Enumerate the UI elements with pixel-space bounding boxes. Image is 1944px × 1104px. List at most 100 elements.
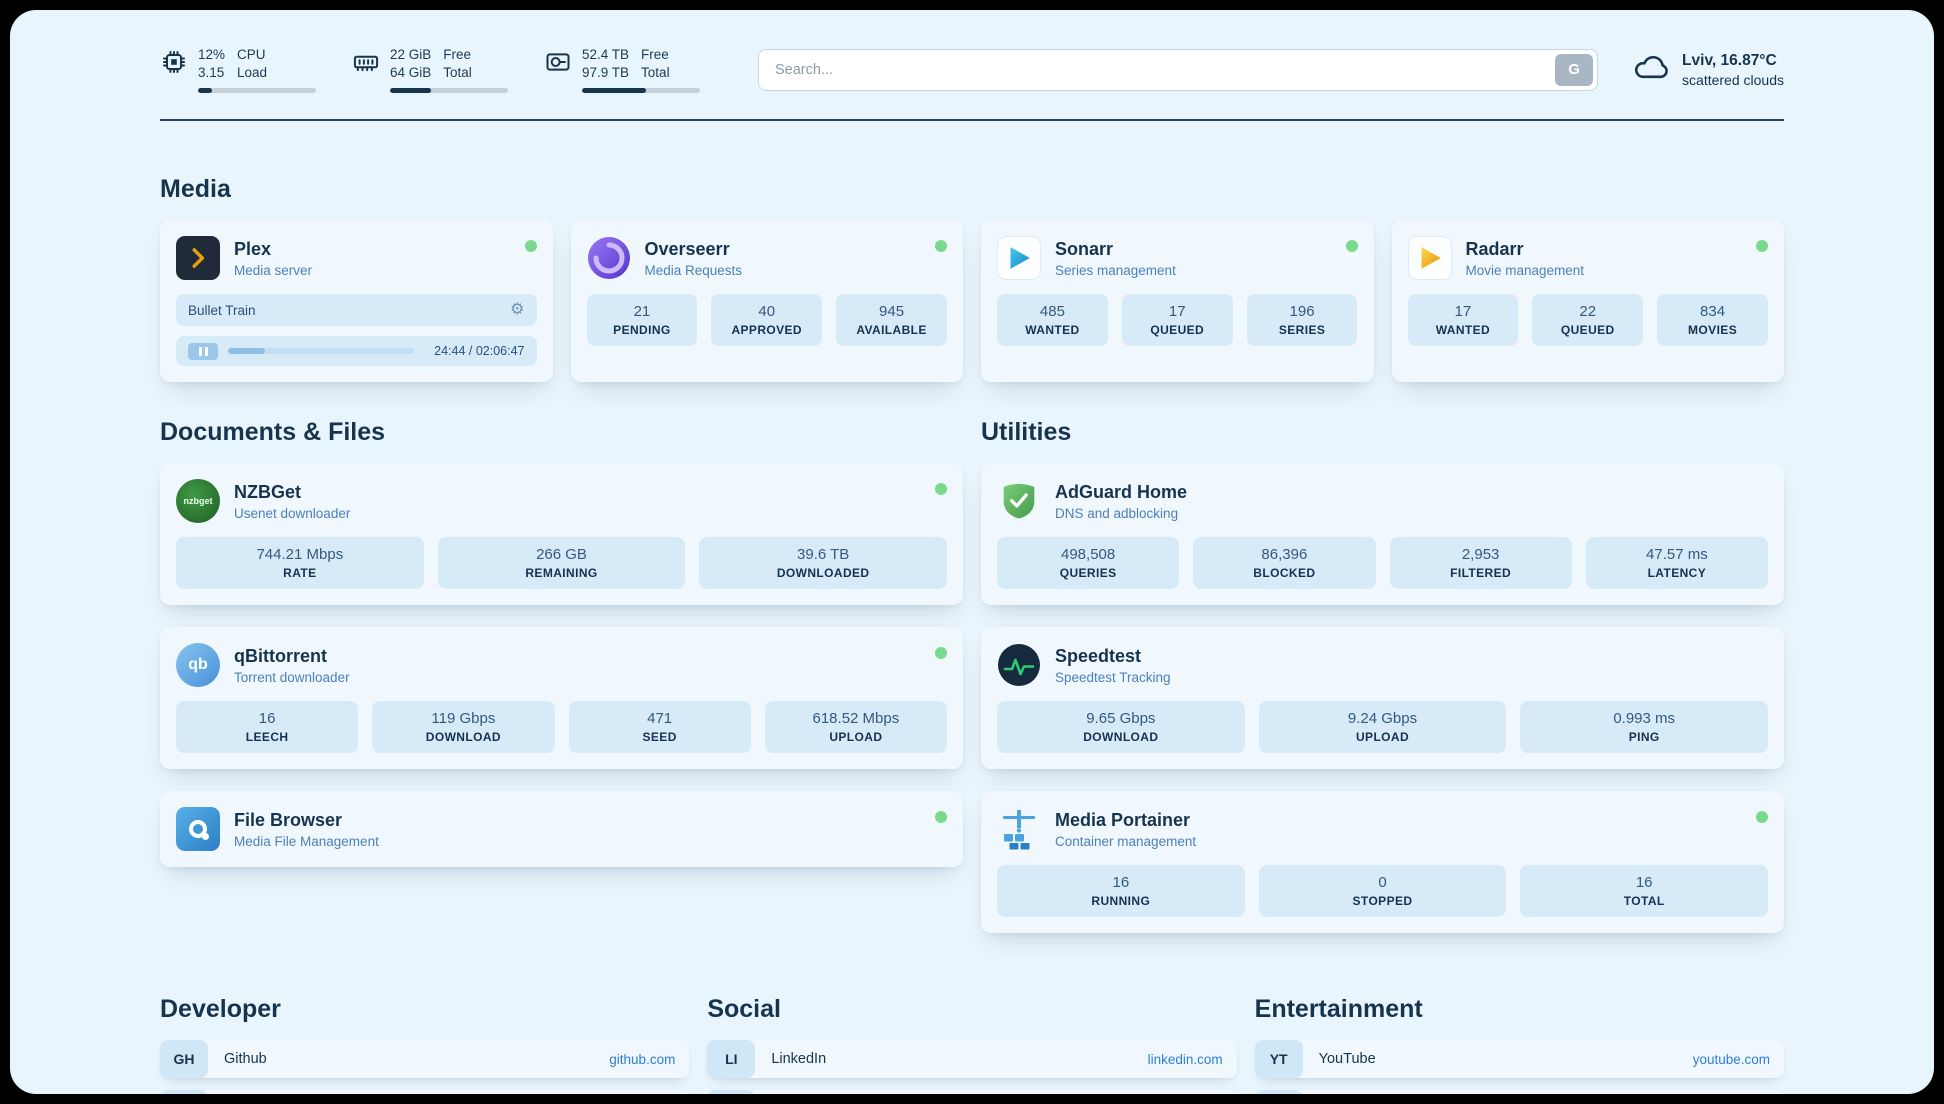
- playback-progress-bar[interactable]: [228, 348, 415, 355]
- stat-label: WANTED: [1435, 323, 1491, 338]
- disk-usage-bar: [582, 88, 700, 94]
- section-title-developer: Developer: [160, 995, 281, 1024]
- bookmark-abbr: LI: [707, 1040, 756, 1079]
- stat-label: MOVIES: [1688, 323, 1738, 338]
- app-subtitle: Movie management: [1465, 262, 1585, 278]
- stat-label: LEECH: [245, 730, 289, 745]
- status-dot: [1756, 811, 1768, 824]
- section-documents: Documents & Files nzbget NZBGet Usenet d…: [160, 418, 963, 868]
- stat-label: SEED: [642, 730, 677, 745]
- stat-value: 22: [1579, 303, 1597, 321]
- bookmark-abbr: YT: [1254, 1040, 1303, 1079]
- app-card-overseerr[interactable]: Overseerr Media Requests 21 PENDING 40 A…: [570, 220, 963, 383]
- stat-label: BLOCKED: [1253, 566, 1316, 581]
- app-card-radarr[interactable]: Radarr Movie management 17 WANTED 22 QUE…: [1391, 220, 1784, 383]
- stat-series: 196 SERIES: [1246, 294, 1358, 347]
- gear-icon[interactable]: ⚙: [510, 301, 525, 319]
- disk-free-label: Free: [641, 47, 669, 62]
- memory-usage-bar: [390, 88, 508, 94]
- dashboard-page: 12% 3.15 CPU Load: [10, 10, 1934, 1094]
- adguard-icon: [997, 479, 1041, 523]
- app-title: Speedtest: [1055, 645, 1142, 666]
- stat-value: 196: [1289, 303, 1315, 321]
- nzbget-icon: nzbget: [176, 479, 220, 524]
- status-dot: [935, 647, 947, 660]
- stat-value: 945: [879, 303, 905, 321]
- stat-seed: 471 SEED: [568, 701, 751, 754]
- stat-label: WANTED: [1025, 323, 1080, 338]
- status-dot: [1345, 240, 1358, 253]
- stat-value: 16: [1635, 874, 1653, 892]
- header-divider: [160, 119, 1784, 122]
- stat-value: 0: [1378, 874, 1387, 892]
- qbittorrent-icon: qb: [176, 643, 220, 688]
- stat-download: 9.65 Gbps DOWNLOAD: [997, 701, 1245, 754]
- app-subtitle: Media File Management: [234, 833, 379, 849]
- bookmark-stackoverflow[interactable]: SO StackOverflow stackoverflow.com: [160, 1090, 690, 1094]
- bookmark-link[interactable]: linkedin.com: [1147, 1051, 1223, 1067]
- app-subtitle: Container management: [1055, 833, 1197, 849]
- stat-value: 21: [633, 303, 651, 321]
- section-developer: Developer GH Github github.com SO StackO…: [160, 995, 690, 1094]
- radarr-icon: [1407, 236, 1452, 281]
- stat-label: DOWNLOAD: [425, 730, 501, 745]
- disk-total-label: Total: [641, 65, 670, 81]
- app-card-sonarr[interactable]: Sonarr Series management 485 WANTED 17 Q…: [981, 220, 1374, 383]
- disk-widget: 52.4 TB 97.9 TB Free Total: [544, 46, 700, 94]
- stat-label: PING: [1628, 730, 1660, 745]
- playback-time: 24:44 / 02:06:47: [434, 344, 525, 359]
- app-subtitle: DNS and adblocking: [1055, 505, 1179, 521]
- app-card-nzbget[interactable]: nzbget NZBGet Usenet downloader 744.21 M…: [160, 463, 963, 606]
- bookmark-netflix[interactable]: NF Netflix netflix.com: [1254, 1090, 1784, 1094]
- app-card-adguard[interactable]: AdGuard Home DNS and adblocking 498,508 …: [981, 463, 1784, 606]
- bookmark-youtube[interactable]: YT YouTube youtube.com: [1254, 1040, 1784, 1079]
- cpu-label: CPU: [237, 47, 266, 62]
- app-card-qbittorrent[interactable]: qb qBittorrent Torrent downloader 16 LEE…: [160, 627, 963, 770]
- app-card-speedtest[interactable]: Speedtest Speedtest Tracking 9.65 Gbps D…: [981, 627, 1784, 770]
- portainer-icon: [997, 807, 1041, 851]
- stat-label: UPLOAD: [829, 730, 883, 745]
- stat-label: TOTAL: [1623, 894, 1665, 909]
- bookmark-github[interactable]: GH Github github.com: [160, 1040, 690, 1079]
- stat-label: SERIES: [1278, 323, 1326, 338]
- stat-label: DOWNLOADED: [776, 566, 870, 581]
- section-social: Social LI LinkedIn linkedin.com TW Twitt…: [707, 995, 1237, 1094]
- stat-value: 9.24 Gbps: [1347, 710, 1418, 728]
- bookmark-linkedin[interactable]: LI LinkedIn linkedin.com: [707, 1040, 1237, 1079]
- app-card-portainer[interactable]: Media Portainer Container management 16 …: [981, 791, 1784, 934]
- stat-download: 119 Gbps DOWNLOAD: [372, 701, 555, 754]
- stat-value: 618.52 Mbps: [812, 710, 900, 728]
- hard-drive-icon: [544, 48, 572, 81]
- stat-value: 744.21 Mbps: [256, 546, 344, 564]
- cpu-widget: 12% 3.15 CPU Load: [160, 46, 316, 94]
- memory-total-label: Total: [443, 65, 472, 81]
- app-subtitle: Usenet downloader: [234, 505, 351, 521]
- stat-label: RUNNING: [1091, 894, 1151, 909]
- stat-label: UPLOAD: [1355, 730, 1410, 745]
- bookmark-link[interactable]: github.com: [609, 1051, 676, 1067]
- pause-button[interactable]: [188, 342, 218, 360]
- bookmark-name: Github: [224, 1051, 267, 1068]
- stat-pending: 21 PENDING: [586, 294, 698, 347]
- filebrowser-icon: [176, 807, 220, 852]
- app-card-plex[interactable]: Plex Media server Bullet Train ⚙ 24:44 /…: [160, 220, 553, 383]
- stat-label: FILTERED: [1450, 566, 1512, 581]
- stat-running: 16 RUNNING: [997, 865, 1245, 918]
- stat-label: REMAINING: [525, 566, 598, 581]
- app-card-filebrowser[interactable]: File Browser Media File Management: [160, 791, 963, 868]
- stat-queued: 17 QUEUED: [1121, 294, 1233, 347]
- bookmark-name: LinkedIn: [771, 1051, 827, 1068]
- section-title-documents: Documents & Files: [160, 418, 386, 447]
- memory-total-value: 64 GiB: [390, 65, 432, 81]
- stat-rate: 744.21 Mbps RATE: [176, 537, 424, 590]
- bookmark-twitter[interactable]: TW Twitter twitter.com: [707, 1090, 1237, 1094]
- section-title-entertainment: Entertainment: [1254, 995, 1423, 1024]
- status-dot: [935, 240, 947, 253]
- search-input[interactable]: [758, 48, 1599, 91]
- bookmark-link[interactable]: youtube.com: [1692, 1051, 1770, 1067]
- search-engine-button[interactable]: G: [1555, 53, 1594, 86]
- stat-leech: 16 LEECH: [176, 701, 359, 754]
- cpu-chip-icon: [160, 48, 188, 81]
- stat-wanted: 17 WANTED: [1407, 294, 1519, 347]
- stat-approved: 40 APPROVED: [711, 294, 823, 347]
